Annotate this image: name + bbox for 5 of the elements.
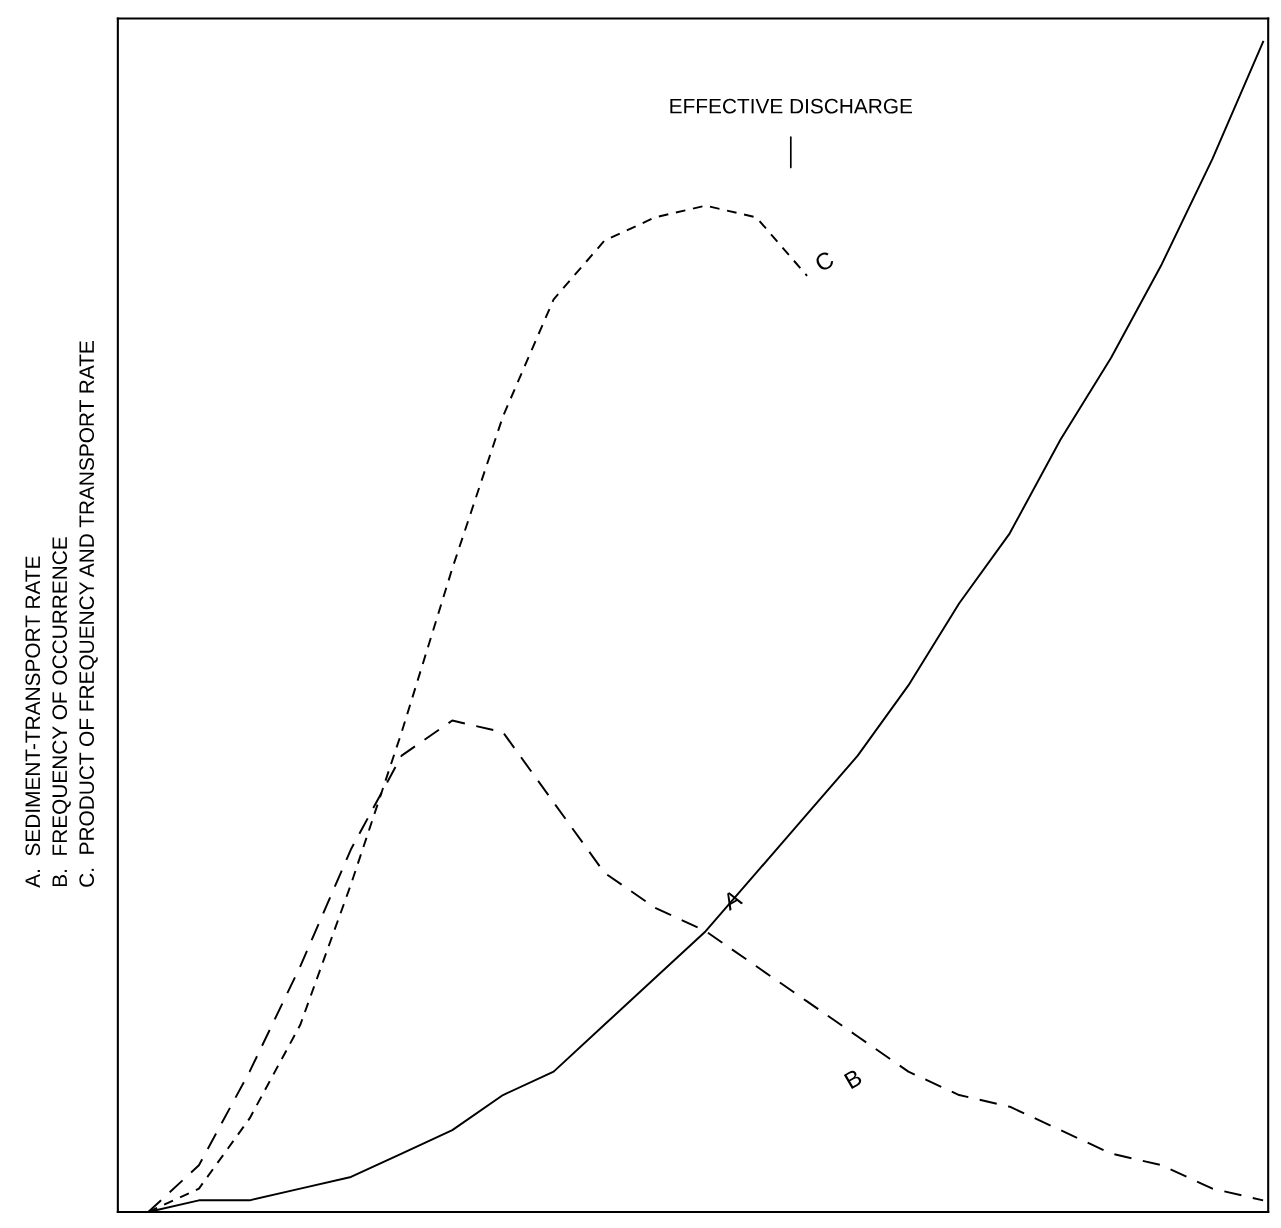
y-axis-title: A. SEDIMENT-TRANSPORT RATE B. FREQUENCY OF OCCURRENCE C. PRODUCT OF FREQUENCY AND TRANSPORT RATE — [25, 341, 98, 888]
annotation: A — [721, 889, 744, 911]
annotation: C — [813, 250, 836, 273]
annotation: B — [843, 1068, 863, 1089]
annotation: EFFECTIVE DISCHARGE — [670, 98, 913, 114]
